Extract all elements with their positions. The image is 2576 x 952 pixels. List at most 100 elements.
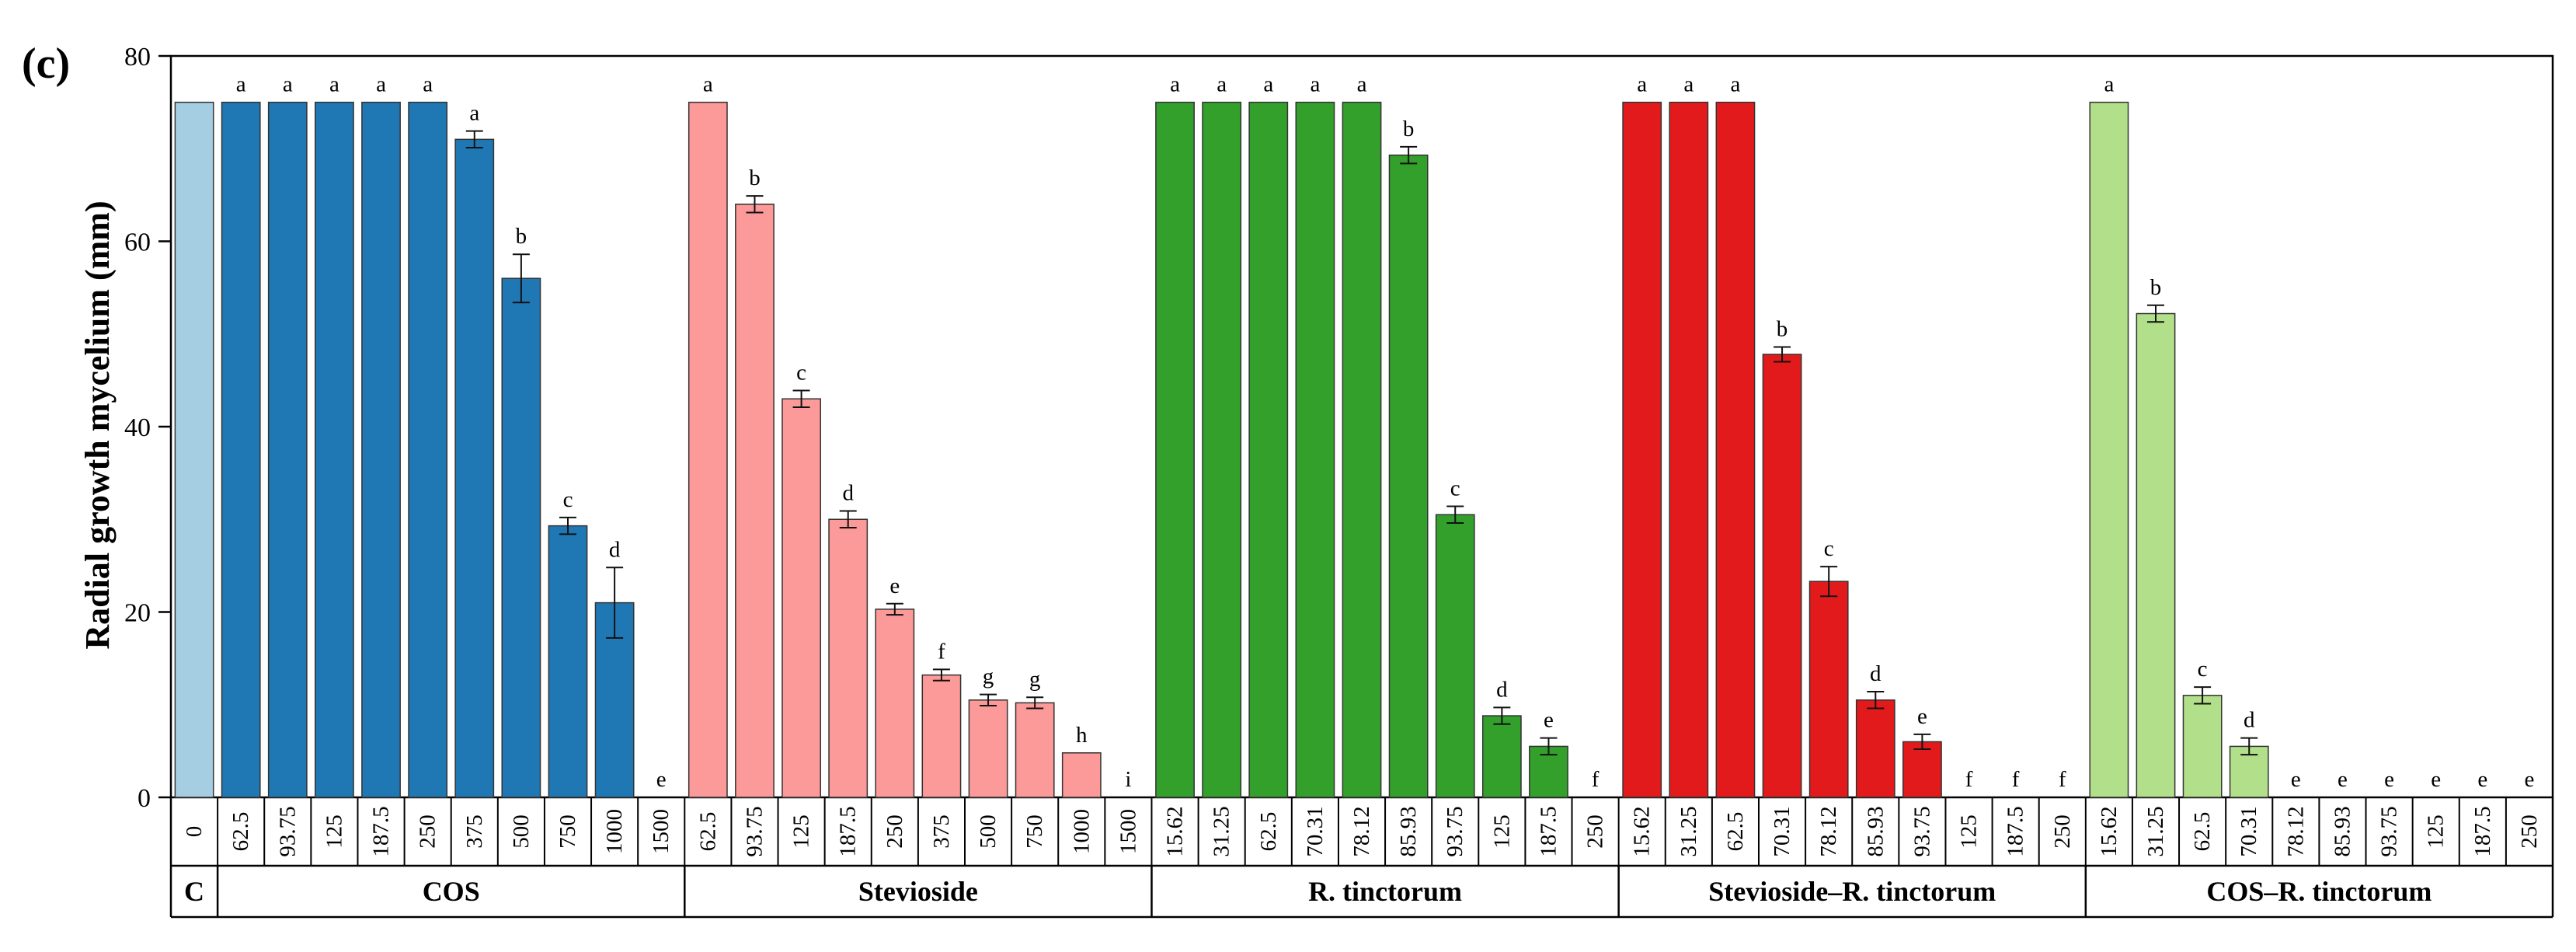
significance-letter: e bbox=[1917, 704, 1927, 729]
bar bbox=[1481, 715, 1522, 798]
concentration-label: 125 bbox=[1489, 814, 1514, 849]
concentration-label: 78.12 bbox=[1349, 806, 1374, 856]
significance-letter: d bbox=[609, 537, 621, 562]
significance-letter: f bbox=[938, 639, 945, 664]
concentration-label: 750 bbox=[555, 814, 580, 849]
bar bbox=[1295, 101, 1335, 798]
significance-letter: a bbox=[1731, 72, 1741, 97]
significance-letter: c bbox=[1450, 476, 1460, 501]
bar bbox=[408, 101, 448, 798]
bar bbox=[548, 525, 588, 798]
concentration-label: 1500 bbox=[1116, 809, 1140, 854]
significance-letter: e bbox=[2431, 767, 2441, 792]
group-label: Stevioside bbox=[858, 876, 978, 907]
concentration-label: 78.12 bbox=[1816, 806, 1841, 856]
concentration-label: 31.25 bbox=[2143, 806, 2168, 856]
significance-letter: e bbox=[1544, 708, 1554, 733]
concentration-label: 62.5 bbox=[695, 812, 720, 852]
group-label: Stevioside–R. tinctorum bbox=[1708, 876, 1996, 907]
significance-letter: b bbox=[1777, 316, 1788, 341]
significance-letter: b bbox=[749, 166, 761, 190]
bar bbox=[221, 101, 261, 798]
significance-letter: a bbox=[376, 72, 386, 97]
bar bbox=[2182, 695, 2223, 798]
concentration-label: 750 bbox=[1022, 814, 1047, 849]
significance-letter: a bbox=[329, 72, 339, 97]
significance-letter: a bbox=[2104, 72, 2114, 97]
concentration-label: 250 bbox=[2050, 814, 2075, 849]
concentration-label: 375 bbox=[929, 814, 954, 849]
significance-letter: a bbox=[1637, 72, 1647, 97]
bar bbox=[1248, 101, 1289, 798]
significance-letter: d bbox=[2244, 708, 2255, 733]
y-tick-label: 80 bbox=[124, 43, 151, 71]
bar bbox=[361, 101, 401, 798]
concentration-label: 85.93 bbox=[1396, 806, 1421, 856]
significance-letter: a bbox=[1310, 72, 1320, 97]
concentration-label: 62.5 bbox=[1256, 812, 1281, 852]
bar bbox=[1808, 581, 1849, 798]
concentration-label: 187.5 bbox=[2003, 806, 2028, 856]
significance-letter: a bbox=[469, 101, 479, 126]
bar bbox=[1155, 101, 1195, 798]
significance-letter: e bbox=[2338, 767, 2348, 792]
concentration-label: 187.5 bbox=[2470, 806, 2495, 856]
concentration-label: 15.62 bbox=[2097, 806, 2122, 856]
concentration-label: 31.25 bbox=[1210, 806, 1234, 856]
concentration-label: 125 bbox=[789, 814, 814, 849]
concentration-label: 125 bbox=[322, 814, 346, 849]
significance-letter: a bbox=[1217, 72, 1227, 97]
bar bbox=[315, 101, 354, 798]
concentration-label: 187.5 bbox=[836, 806, 861, 856]
bar bbox=[875, 609, 915, 798]
significance-letter: f bbox=[2012, 767, 2020, 792]
significance-letter: b bbox=[1403, 117, 1415, 141]
bar bbox=[1622, 101, 1662, 798]
concentration-label: 93.75 bbox=[742, 806, 767, 856]
concentration-label: 1500 bbox=[649, 809, 674, 854]
bar bbox=[735, 204, 775, 798]
bar bbox=[688, 101, 728, 798]
concentration-label: 62.5 bbox=[1723, 812, 1748, 852]
concentration-label: 375 bbox=[462, 814, 487, 849]
concentration-label: 0 bbox=[182, 826, 207, 838]
significance-letter: e bbox=[2477, 767, 2487, 792]
bar bbox=[1855, 699, 1895, 798]
significance-letter: a bbox=[1170, 72, 1180, 97]
group-label: R. tinctorum bbox=[1308, 876, 1462, 907]
significance-letter: e bbox=[889, 574, 900, 598]
concentration-label: 187.5 bbox=[369, 806, 394, 856]
significance-letter: e bbox=[2525, 767, 2535, 792]
significance-letter: b bbox=[516, 224, 527, 249]
group-label: COS bbox=[423, 876, 480, 907]
concentration-label: 1000 bbox=[602, 809, 627, 854]
significance-letter: a bbox=[236, 72, 246, 97]
concentration-label: 15.62 bbox=[1630, 806, 1655, 856]
bar bbox=[828, 518, 869, 798]
bar bbox=[968, 699, 1008, 798]
significance-letter: a bbox=[1357, 72, 1367, 97]
bar bbox=[1762, 354, 1802, 798]
concentration-label: 125 bbox=[1957, 814, 1982, 849]
y-tick-label: 20 bbox=[124, 599, 151, 628]
significance-letter: a bbox=[283, 72, 293, 97]
bar bbox=[1202, 101, 1242, 798]
y-axis-label: Radial growth mycelium (mm) bbox=[78, 201, 117, 649]
bar bbox=[1715, 101, 1756, 798]
concentration-label: 125 bbox=[2424, 814, 2449, 849]
bar bbox=[782, 398, 821, 798]
significance-letter: e bbox=[656, 767, 667, 792]
bar bbox=[2136, 312, 2176, 798]
significance-letter: g bbox=[1029, 667, 1041, 692]
significance-letter: a bbox=[1683, 72, 1694, 97]
bar bbox=[2089, 101, 2129, 798]
significance-letter: c bbox=[796, 360, 806, 385]
significance-letter: f bbox=[1592, 767, 1600, 792]
bar bbox=[1342, 101, 1382, 798]
concentration-label: 85.93 bbox=[2330, 806, 2355, 856]
concentration-label: 250 bbox=[882, 814, 907, 849]
plot-area: 0 20 40 60 80 0 Ca 62.5 a 93.75 a 125 a 187.5 a 250 a 375… bbox=[124, 43, 2554, 919]
bar bbox=[1669, 101, 1709, 798]
bar bbox=[1902, 741, 1942, 798]
